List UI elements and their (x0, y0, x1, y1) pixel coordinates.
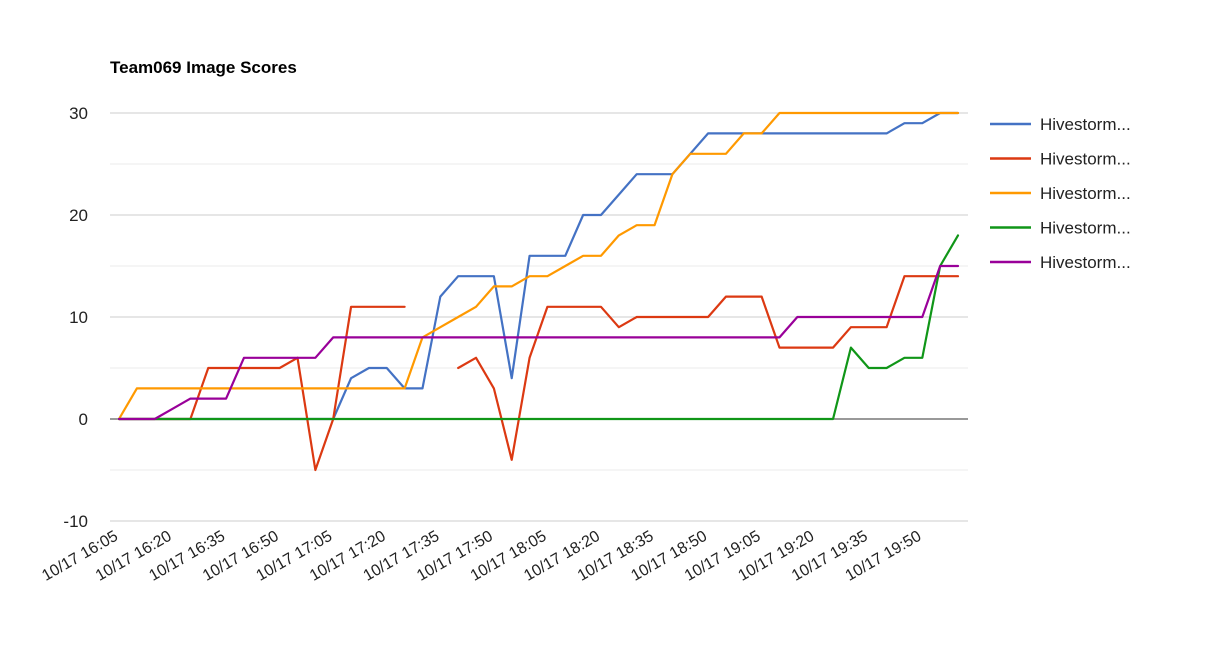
legend-item-5[interactable]: Hivestorm... (990, 253, 1131, 272)
legend-item-1[interactable]: Hivestorm... (990, 115, 1131, 134)
y-tick-label: 20 (69, 206, 88, 225)
legend-item-3[interactable]: Hivestorm... (990, 184, 1131, 203)
series-line-4 (117, 234, 960, 421)
legend-label: Hivestorm... (1040, 253, 1131, 272)
y-axis-ticks: -10 0 10 20 30 (63, 104, 88, 531)
y-tick-label: -10 (63, 512, 88, 531)
legend-label: Hivestorm... (1040, 150, 1131, 169)
legend-item-2[interactable]: Hivestorm... (990, 150, 1131, 169)
y-tick-label: 0 (79, 410, 88, 429)
series-lines (117, 111, 960, 472)
y-tick-label: 30 (69, 104, 88, 123)
legend-label: Hivestorm... (1040, 184, 1131, 203)
legend-item-4[interactable]: Hivestorm... (990, 219, 1131, 238)
chart-title: Team069 Image Scores (110, 58, 297, 77)
series-line-3 (117, 111, 960, 421)
legend-label: Hivestorm... (1040, 219, 1131, 238)
series-line-5 (117, 264, 960, 421)
series-line-2 (117, 275, 960, 472)
legend[interactable]: Hivestorm... Hivestorm... Hivestorm... Hive… (990, 115, 1131, 272)
legend-label: Hivestorm... (1040, 115, 1131, 134)
y-tick-label: 10 (69, 308, 88, 327)
